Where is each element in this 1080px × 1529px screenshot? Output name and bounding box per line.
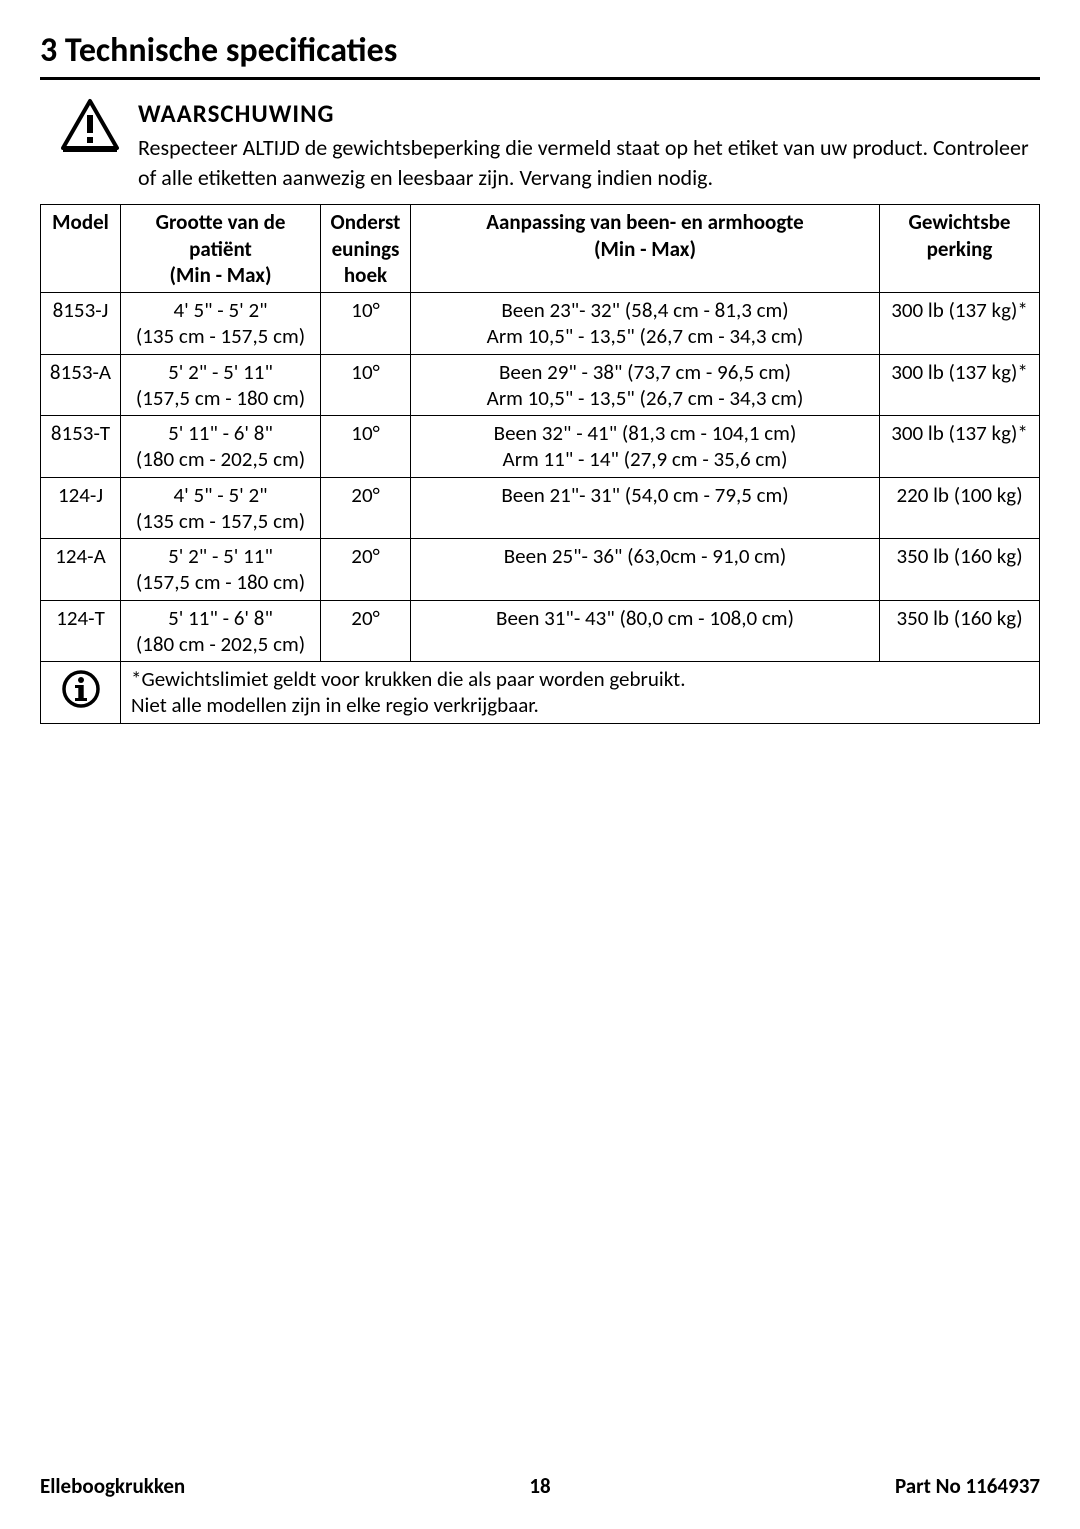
cell-model: 124-J bbox=[41, 477, 121, 539]
cell-adjust: Been 21"- 31" (54,0 cm - 79,5 cm) bbox=[411, 477, 880, 539]
table-note-row: *Gewichtslimiet geldt voor krukken die a… bbox=[41, 662, 1040, 724]
cell-model: 124-A bbox=[41, 539, 121, 601]
cell-adjust: Been 25"- 36" (63,0cm - 91,0 cm) bbox=[411, 539, 880, 601]
cell-model: 8153-T bbox=[41, 416, 121, 478]
cell-weight: 300 lb (137 kg)* bbox=[880, 416, 1040, 478]
cell-weight: 300 lb (137 kg)* bbox=[880, 354, 1040, 416]
info-icon bbox=[61, 669, 101, 709]
cell-angle: 20° bbox=[321, 539, 411, 601]
table-row: 124-T5' 11" - 6' 8"(180 cm - 202,5 cm)20… bbox=[41, 600, 1040, 662]
cell-weight: 220 lb (100 kg) bbox=[880, 477, 1040, 539]
cell-angle: 10° bbox=[321, 293, 411, 355]
warning-text: WAARSCHUWING Respecteer ALTIJD de gewich… bbox=[138, 98, 1040, 192]
footer-right: Part No 1164937 bbox=[895, 1473, 1040, 1499]
cell-adjust: Been 29" - 38" (73,7 cm - 96,5 cm)Arm 10… bbox=[411, 354, 880, 416]
header-text: (Min - Max) bbox=[419, 236, 871, 262]
cell-adjust: Been 31"- 43" (80,0 cm - 108,0 cm) bbox=[411, 600, 880, 662]
cell-angle: 20° bbox=[321, 477, 411, 539]
note-line: Niet alle modellen zijn in elke regio ve… bbox=[131, 692, 1031, 718]
header-text: eunings bbox=[329, 236, 402, 262]
col-header-size: Grootte van de patiënt (Min - Max) bbox=[121, 205, 321, 293]
cell-size: 5' 11" - 6' 8"(180 cm - 202,5 cm) bbox=[121, 416, 321, 478]
table-row: 124-A5' 2" - 5' 11"(157,5 cm - 180 cm)20… bbox=[41, 539, 1040, 601]
header-text: Model bbox=[49, 209, 112, 235]
table-row: 8153-J4' 5" - 5' 2"(135 cm - 157,5 cm)10… bbox=[41, 293, 1040, 355]
cell-adjust: Been 32" - 41" (81,3 cm - 104,1 cm)Arm 1… bbox=[411, 416, 880, 478]
page-footer: Elleboogkrukken 18 Part No 1164937 bbox=[40, 1473, 1040, 1499]
table-row: 124-J4' 5" - 5' 2"(135 cm - 157,5 cm)20°… bbox=[41, 477, 1040, 539]
page: 3 Technische specificaties WAARSCHUWING … bbox=[0, 0, 1080, 1529]
cell-model: 8153-J bbox=[41, 293, 121, 355]
header-text: hoek bbox=[329, 262, 402, 288]
cell-size: 4' 5" - 5' 2"(135 cm - 157,5 cm) bbox=[121, 477, 321, 539]
cell-size: 5' 2" - 5' 11"(157,5 cm - 180 cm) bbox=[121, 539, 321, 601]
cell-weight: 350 lb (160 kg) bbox=[880, 539, 1040, 601]
cell-model: 8153-A bbox=[41, 354, 121, 416]
cell-size: 5' 11" - 6' 8"(180 cm - 202,5 cm) bbox=[121, 600, 321, 662]
cell-size: 5' 2" - 5' 11"(157,5 cm - 180 cm) bbox=[121, 354, 321, 416]
header-text: (Min - Max) bbox=[129, 262, 312, 288]
cell-model: 124-T bbox=[41, 600, 121, 662]
note-line: *Gewichtslimiet geldt voor krukken die a… bbox=[131, 666, 1031, 692]
cell-weight: 300 lb (137 kg)* bbox=[880, 293, 1040, 355]
col-header-weight: Gewichtsbe perking bbox=[880, 205, 1040, 293]
cell-weight: 350 lb (160 kg) bbox=[880, 600, 1040, 662]
col-header-angle: Onderst eunings hoek bbox=[321, 205, 411, 293]
section-title: 3 Technische specificaties bbox=[40, 30, 1040, 80]
cell-angle: 10° bbox=[321, 354, 411, 416]
cell-angle: 10° bbox=[321, 416, 411, 478]
cell-angle: 20° bbox=[321, 600, 411, 662]
table-row: 8153-T5' 11" - 6' 8"(180 cm - 202,5 cm)1… bbox=[41, 416, 1040, 478]
footer-page-number: 18 bbox=[529, 1473, 550, 1499]
header-text: Onderst bbox=[329, 209, 402, 235]
header-text: patiënt bbox=[129, 236, 312, 262]
warning-body: Respecteer ALTIJD de gewichtsbeperking d… bbox=[138, 133, 1040, 192]
spec-table: Model Grootte van de patiënt (Min - Max)… bbox=[40, 204, 1040, 723]
col-header-adjust: Aanpassing van been- en armhoogte (Min -… bbox=[411, 205, 880, 293]
table-row: 8153-A5' 2" - 5' 11"(157,5 cm - 180 cm)1… bbox=[41, 354, 1040, 416]
warning-icon bbox=[60, 98, 120, 157]
warning-heading: WAARSCHUWING bbox=[138, 98, 1040, 129]
table-header-row: Model Grootte van de patiënt (Min - Max)… bbox=[41, 205, 1040, 293]
col-header-model: Model bbox=[41, 205, 121, 293]
header-text: perking bbox=[888, 236, 1031, 262]
info-icon-cell bbox=[41, 662, 121, 724]
cell-size: 4' 5" - 5' 2"(135 cm - 157,5 cm) bbox=[121, 293, 321, 355]
header-text: Grootte van de bbox=[129, 209, 312, 235]
header-text: Gewichtsbe bbox=[888, 209, 1031, 235]
header-text: Aanpassing van been- en armhoogte bbox=[419, 209, 871, 235]
warning-block: WAARSCHUWING Respecteer ALTIJD de gewich… bbox=[60, 98, 1040, 192]
footer-left: Elleboogkrukken bbox=[40, 1473, 185, 1499]
table-note-text: *Gewichtslimiet geldt voor krukken die a… bbox=[121, 662, 1040, 724]
cell-adjust: Been 23"- 32" (58,4 cm - 81,3 cm)Arm 10,… bbox=[411, 293, 880, 355]
